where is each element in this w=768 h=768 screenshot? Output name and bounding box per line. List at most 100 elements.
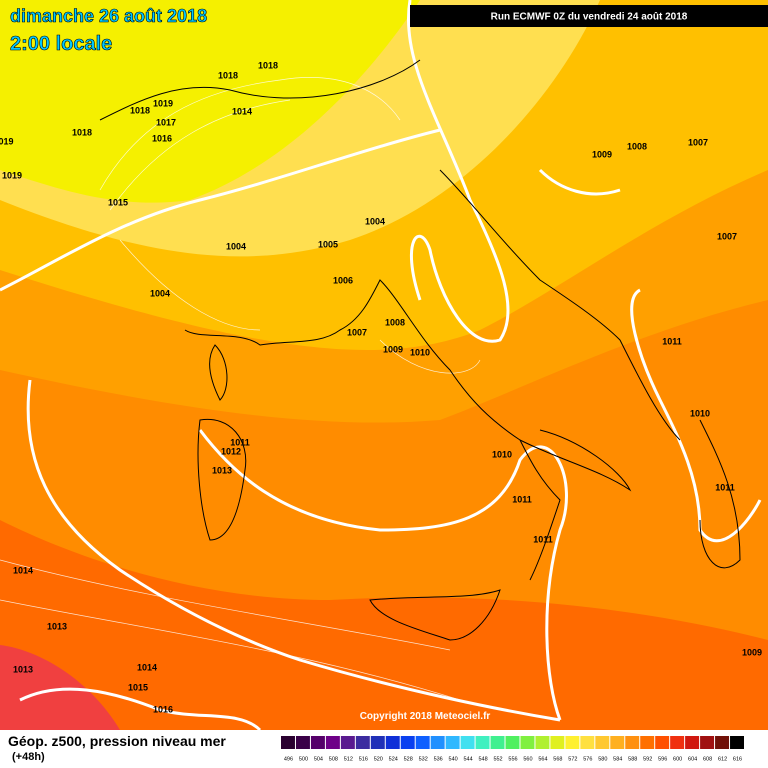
scale-swatch bbox=[370, 736, 385, 749]
scale-label: 532 bbox=[419, 756, 428, 762]
scale-label: 560 bbox=[523, 756, 532, 762]
isobar-label: 1010 bbox=[410, 347, 430, 357]
scale-swatch bbox=[325, 736, 340, 749]
date: dimanche 26 août 2018 bbox=[10, 6, 207, 26]
isobar-label: 1008 bbox=[385, 317, 405, 327]
scale-swatch bbox=[295, 736, 310, 749]
scale-swatch bbox=[355, 736, 370, 749]
isobar-label: 1013 bbox=[13, 664, 33, 674]
scale-swatch bbox=[700, 736, 715, 749]
scale-swatch bbox=[715, 736, 730, 749]
isobar-label: 1014 bbox=[232, 106, 252, 116]
scale-label: 504 bbox=[314, 756, 323, 762]
isobar-label: 1013 bbox=[212, 465, 232, 475]
isobar-label: 1013 bbox=[47, 621, 67, 631]
scale-label: 580 bbox=[598, 756, 607, 762]
isobar-label: 1006 bbox=[333, 275, 353, 285]
copyright: Copyright 2018 Meteociel.fr bbox=[360, 711, 491, 722]
scale-swatch bbox=[535, 736, 550, 749]
scale-label: 588 bbox=[628, 756, 637, 762]
isobar-label: 1011 bbox=[533, 534, 553, 544]
scale-swatch bbox=[430, 736, 445, 749]
scale-swatch bbox=[625, 736, 640, 749]
isobar-label: 1019 bbox=[153, 98, 173, 108]
isobar-label: 1015 bbox=[108, 197, 128, 207]
scale-swatch bbox=[565, 736, 580, 749]
isobar-label: 1004 bbox=[150, 288, 170, 298]
scale-label: 496 bbox=[284, 756, 293, 762]
scale-swatch bbox=[475, 736, 490, 749]
isobar-label: 1004 bbox=[226, 241, 246, 251]
scale-swatch bbox=[445, 736, 460, 749]
scale-swatch bbox=[490, 736, 505, 749]
scale-label: 528 bbox=[404, 756, 413, 762]
contours bbox=[0, 0, 762, 722]
isobar-label: 1019 bbox=[2, 170, 22, 180]
scale-label: 608 bbox=[703, 756, 712, 762]
isobar-label: 1016 bbox=[152, 133, 172, 143]
scale-label: 596 bbox=[658, 756, 667, 762]
scale-label: 572 bbox=[568, 756, 577, 762]
isobar-label: 1010 bbox=[492, 449, 512, 459]
isobar-label: 1015 bbox=[128, 682, 148, 692]
scale-label: 556 bbox=[508, 756, 517, 762]
footer-lead: (+48h) bbox=[12, 751, 45, 763]
scale-swatch bbox=[610, 736, 625, 749]
scale-label: 536 bbox=[434, 756, 443, 762]
scale-label: 520 bbox=[374, 756, 383, 762]
scale-swatch bbox=[640, 736, 655, 749]
isobar-label: 1014 bbox=[13, 565, 33, 575]
scale-swatch bbox=[340, 736, 355, 749]
scale-swatch bbox=[520, 736, 535, 749]
scale-swatch bbox=[670, 736, 685, 749]
isobar-label: 1011 bbox=[512, 494, 532, 504]
scale-swatch bbox=[730, 736, 744, 749]
scale-label: 552 bbox=[493, 756, 502, 762]
scale-label: 564 bbox=[538, 756, 547, 762]
color-scale: 496 500 504 508 512 516 520 524 528 532 536 540 544 5… bbox=[281, 736, 744, 762]
scale-label: 524 bbox=[389, 756, 398, 762]
isobar-label: 1014 bbox=[137, 662, 157, 672]
time: 2:00 locale bbox=[10, 33, 112, 55]
scale-swatch bbox=[400, 736, 415, 749]
isobar-label: 1005 bbox=[318, 239, 338, 249]
isobar-label: 1018 bbox=[130, 105, 150, 115]
run-box bbox=[410, 5, 768, 27]
isobar-label: 1018 bbox=[258, 60, 278, 70]
scale-swatch bbox=[505, 736, 520, 749]
scale-label: 604 bbox=[688, 756, 697, 762]
scale-swatch bbox=[685, 736, 700, 749]
scale-label: 584 bbox=[613, 756, 622, 762]
scale-label: 592 bbox=[643, 756, 652, 762]
isobar-label: 1009 bbox=[592, 149, 612, 159]
footer-title: Géop. z500, pression niveau mer bbox=[8, 733, 226, 749]
scale-label: 616 bbox=[733, 756, 742, 762]
scale-label: 548 bbox=[478, 756, 487, 762]
scale-label: 516 bbox=[359, 756, 368, 762]
isobar-label: 1011 bbox=[662, 336, 682, 346]
isobar-labels: 1018101810191018101710141016101801910191… bbox=[0, 60, 762, 714]
isobar-label: 1007 bbox=[717, 231, 737, 241]
isobar-label: 1007 bbox=[347, 327, 367, 337]
isobar-label: 1018 bbox=[218, 70, 238, 80]
isobar-label: 1004 bbox=[365, 216, 385, 226]
isobar-label: 1017 bbox=[156, 117, 176, 127]
scale-swatch bbox=[415, 736, 430, 749]
scale-swatch bbox=[550, 736, 565, 749]
scale-swatch bbox=[460, 736, 475, 749]
isobar-label: 1009 bbox=[383, 344, 403, 354]
isobar-label: 1009 bbox=[742, 647, 762, 657]
scale-label: 500 bbox=[299, 756, 308, 762]
isobar-label: 1011 bbox=[715, 482, 735, 492]
scale-label: 508 bbox=[329, 756, 338, 762]
scale-swatch bbox=[580, 736, 595, 749]
isobar-label: 1007 bbox=[688, 137, 708, 147]
scale-label: 544 bbox=[464, 756, 473, 762]
run-info: Run ECMWF 0Z du vendredi 24 août 2018 bbox=[491, 12, 688, 23]
scale-swatch bbox=[310, 736, 325, 749]
isobar-label: 1010 bbox=[690, 408, 710, 418]
scale-label: 540 bbox=[449, 756, 458, 762]
scale-label: 612 bbox=[718, 756, 727, 762]
isobar-label: 1008 bbox=[627, 141, 647, 151]
